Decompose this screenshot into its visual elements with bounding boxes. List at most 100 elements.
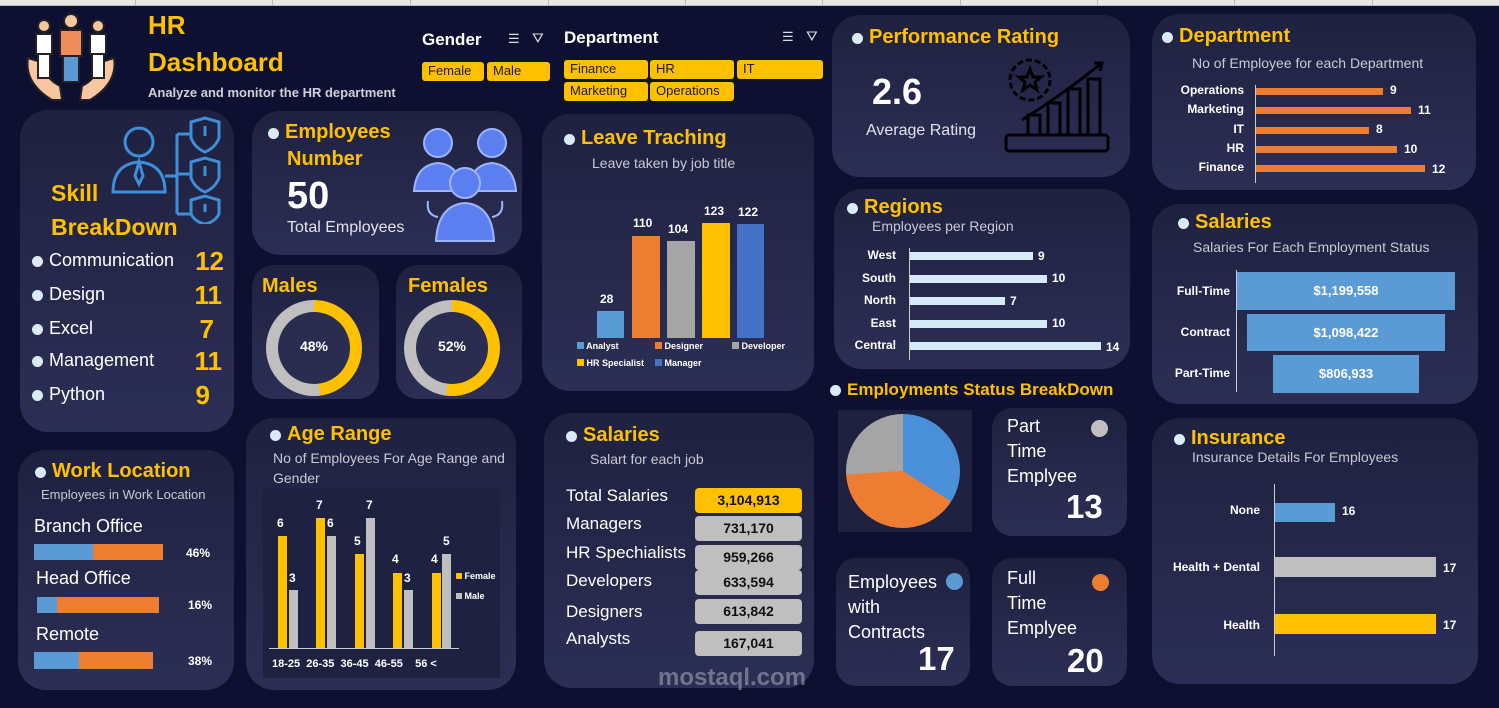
insurance-card: Insurance Insurance Details For Employee… <box>1152 418 1478 684</box>
regions-title: Regions <box>864 196 943 218</box>
gender-slicer-title: Gender <box>422 30 482 49</box>
salary-row-label: Managers <box>566 514 642 533</box>
performance-card: Performance Rating 2.6 Average Rating <box>832 15 1130 177</box>
location-bar <box>37 597 159 613</box>
skill-row: Management 11 <box>32 346 232 384</box>
regions-card: Regions Employees per Region West 9 South… <box>834 189 1130 369</box>
leave-subtitle: Leave taken by job title <box>592 155 736 171</box>
performance-title: Performance Rating <box>869 26 1060 48</box>
dashboard-title-line1: HR <box>148 10 186 40</box>
salary-row-value: 731,170 <box>695 516 802 541</box>
watermark: mostaql.com <box>658 664 807 691</box>
salaries-job-subtitle: Salart for each job <box>590 451 704 467</box>
age-title: Age Range <box>287 423 392 445</box>
salary-row-value: 633,594 <box>695 570 802 595</box>
work-location-subtitle: Employees in Work Location <box>41 487 206 502</box>
insurance-subtitle: Insurance Details For Employees <box>1192 449 1399 465</box>
contract-legend-dot <box>946 573 963 590</box>
skill-title-1: Skill <box>51 180 99 206</box>
salary-row-value: 167,041 <box>695 631 802 656</box>
total-employees-caption: Total Employees <box>287 219 405 236</box>
multi-select-icon[interactable]: ☰ <box>508 31 520 46</box>
slicer-item-finance[interactable]: Finance <box>564 60 648 79</box>
work-location-title: Work Location <box>52 460 191 482</box>
location-bar <box>34 652 153 669</box>
avg-rating-value: 2.6 <box>872 71 923 112</box>
leave-chart: 28 110 104 123 122 <box>542 174 814 344</box>
hr-logo-icon <box>22 8 120 103</box>
skill-row: Python 9 <box>32 380 232 418</box>
department-slicer-title: Department <box>564 28 659 47</box>
department-card: Department No of Employee for each Depar… <box>1152 14 1476 190</box>
clear-filter-icon[interactable]: ⛛ <box>532 30 544 46</box>
employees-number-card: Employees Number 50 Total Employees <box>252 111 522 255</box>
department-title: Department <box>1179 25 1291 47</box>
skills-org-icon <box>105 114 225 229</box>
work-location-card: Work Location Employees in Work Location… <box>18 450 234 690</box>
salary-row-value: 3,104,913 <box>695 488 802 513</box>
males-card: Males 48% <box>252 265 379 399</box>
salaries-status-card: Salaries Salaries For Each Employment St… <box>1152 204 1478 404</box>
total-employees-value: 50 <box>287 175 330 217</box>
males-donut: 48% <box>266 300 362 396</box>
sheet-column-strip <box>0 0 1499 6</box>
salary-row-label: HR Spechialists <box>566 543 686 562</box>
full-time-value: 20 <box>1067 642 1104 679</box>
location-bar <box>34 544 163 560</box>
salary-row-value: 959,266 <box>695 545 802 570</box>
females-title: Females <box>408 275 489 297</box>
department-chart: Operations 9 Marketing 11 IT 8 HR 10 Finance… <box>1152 74 1476 186</box>
age-chart: 6 3 7 6 5 7 4 3 4 5 Female Male 18-25 26… <box>263 488 500 678</box>
insurance-chart: None 16 Health + Dental 17 Health 17 <box>1152 478 1478 678</box>
salary-row-label: Total Salaries <box>566 486 669 505</box>
slicer-item-hr[interactable]: HR <box>650 60 734 79</box>
salaries-status-chart: Full-Time $1,199,558 Contract $1,098,422… <box>1152 264 1478 399</box>
skill-row: Excel 7 <box>32 314 232 350</box>
avg-rating-caption: Average Rating <box>866 122 976 139</box>
clear-filter-icon[interactable]: ⛛ <box>806 28 818 44</box>
leave-title: Leave Traching <box>581 127 727 149</box>
salary-row-label: Developers <box>566 571 652 590</box>
skill-list: Communication 12 Design 11 Excel 7 Manageme… <box>32 246 232 418</box>
team-icon <box>410 121 520 251</box>
salary-row-label: Analysts <box>566 629 631 648</box>
salary-row-value: 613,842 <box>695 599 802 624</box>
location-label: Remote <box>36 624 100 644</box>
slicer-item-male[interactable]: Male <box>487 62 550 81</box>
department-subtitle: No of Employee for each Department <box>1192 55 1424 71</box>
salaries-job-card: Salaries Salart for each job Total Salar… <box>544 413 814 688</box>
skill-breakdown-card: Skill BreakDown Communication 12 Design 11… <box>20 110 234 432</box>
regions-subtitle: Employees per Region <box>872 218 1014 234</box>
rating-growth-icon <box>1002 55 1112 165</box>
employees-title: Employees <box>268 121 391 144</box>
slicer-item-female[interactable]: Female <box>422 62 484 81</box>
full-time-legend-dot <box>1092 574 1109 591</box>
slicer-item-operations[interactable]: Operations <box>650 82 734 101</box>
part-time-value: 13 <box>1066 488 1103 525</box>
age-range-card: Age Range No of Employees For Age Range … <box>246 418 516 690</box>
skill-title-2: BreakDown <box>51 214 178 240</box>
slicer-item-marketing[interactable]: Marketing <box>564 82 648 101</box>
dashboard-title-line2: Dashboard <box>148 47 284 77</box>
gender-slicer: Gender ☰ ⛛ Female Male <box>420 28 555 86</box>
status-title: Employments Status BreakDown <box>847 380 1114 399</box>
regions-chart: West 9 South 10 North 7 East 10 Central 14 <box>834 244 1130 364</box>
salary-row-label: Designers <box>566 602 643 621</box>
full-time-card: Full Time Emplyee 20 <box>992 558 1127 686</box>
males-title: Males <box>262 275 318 297</box>
salaries-job-title: Salaries <box>583 424 660 446</box>
dashboard-subtitle: Analyze and monitor the HR department <box>148 85 396 100</box>
age-subtitle: No of Employees For Age Range and Gender <box>273 450 505 486</box>
contracts-card: Employees with Contracts 17 <box>836 558 970 686</box>
contracts-value: 17 <box>918 640 955 677</box>
location-label: Head Office <box>36 568 131 588</box>
part-time-legend-dot <box>1091 420 1108 437</box>
multi-select-icon[interactable]: ☰ <box>782 29 794 44</box>
skill-row: Design 11 <box>32 280 232 318</box>
status-pie-chart <box>838 410 972 532</box>
females-donut: 52% <box>404 300 500 396</box>
leave-tracking-card: Leave Traching Leave taken by job title … <box>542 114 814 391</box>
slicer-item-it[interactable]: IT <box>737 60 823 79</box>
location-label: Branch Office <box>34 516 143 536</box>
skill-row: Communication 12 <box>32 246 232 284</box>
